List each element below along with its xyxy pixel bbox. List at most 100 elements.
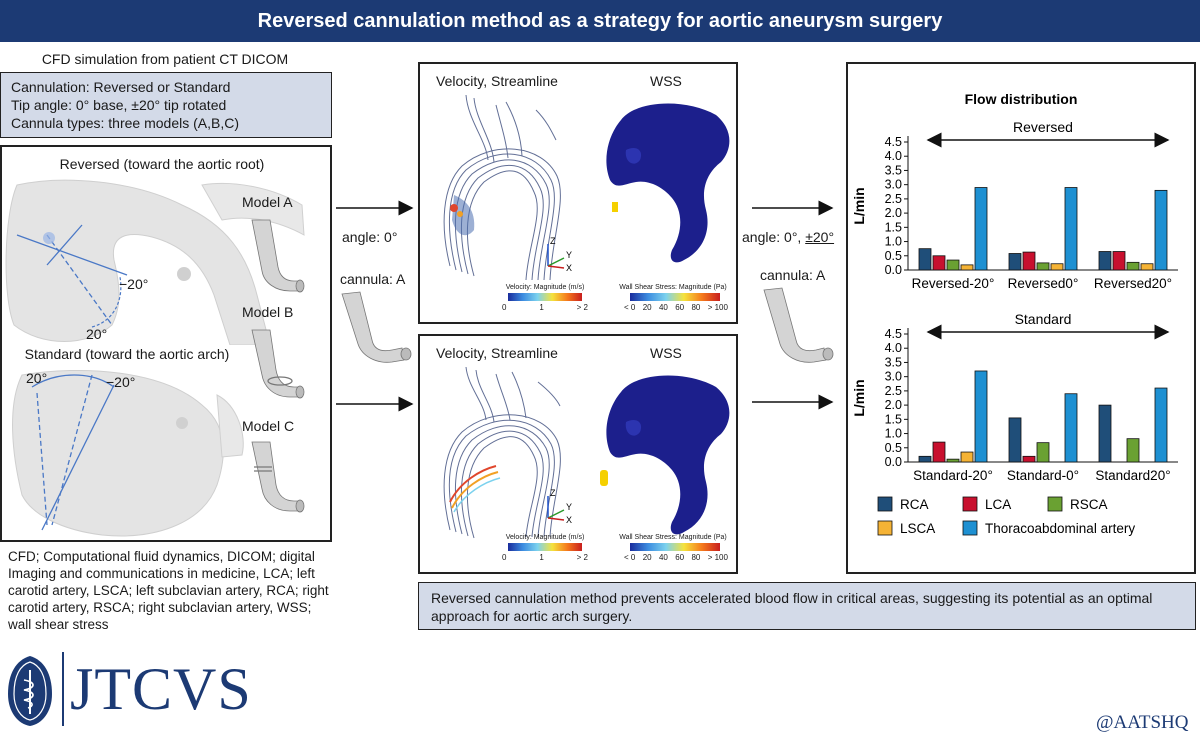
y-tick-label: 3.5 (885, 355, 902, 369)
bar-thoracoabdominal-artery (1154, 387, 1168, 463)
wss-tick: 60 (675, 303, 685, 312)
x-category-label: Reversed20° (1094, 276, 1172, 291)
wss-tick: < 0 (624, 553, 636, 562)
reversed-aorta-image (5, 179, 305, 345)
bar-lsca (960, 264, 974, 271)
flow-distribution-chart: Flow distributionReversed0.00.51.01.52.0… (851, 91, 1178, 536)
model-a-label: Model A (242, 194, 293, 210)
velocity-colorbar-bottom (508, 543, 582, 551)
middle-arrows (336, 200, 414, 412)
simulation-panel-reversed: Velocity, Streamline WSS Z Y X Velocity:… (418, 62, 738, 324)
velocity-ticks-bottom: 0 1 > 2 (502, 553, 588, 562)
bar-rsca (1036, 442, 1050, 463)
x-category-label: Reversed0° (1008, 276, 1079, 291)
axis-z-top: Z (550, 236, 556, 246)
param-cannula-types: Cannula types: three models (A,B,C) (11, 115, 239, 131)
wss-tick: 60 (675, 553, 685, 562)
model-a-cannula-image (251, 219, 305, 293)
axes-gizmo-bottom: Z Y X (547, 488, 572, 525)
axis-y-top: Y (566, 250, 572, 260)
model-b-label: Model B (242, 304, 294, 320)
bar-rsca (1036, 262, 1050, 271)
right-arrows (752, 200, 834, 410)
wss-tick: 20 (642, 303, 652, 312)
bar-lca (932, 441, 946, 463)
wss-ticks-top: < 0 20 40 60 80 > 100 (624, 303, 728, 312)
legend-label-rca: RCA (900, 497, 929, 512)
bar-lca (1022, 251, 1036, 271)
axis-z-bottom: Z (550, 488, 556, 498)
right-angle-range: ±20° (805, 229, 835, 245)
y-tick-label: 4.0 (885, 341, 902, 355)
wss-tick: < 0 (624, 303, 636, 312)
legend-swatch-rsca (1047, 496, 1063, 512)
model-c-label: Model C (242, 418, 295, 434)
y-tick-label: 1.0 (885, 235, 902, 249)
cannula-a-image (341, 291, 412, 363)
right-angle-prefix: angle: 0°, (742, 229, 806, 245)
y-tick-label: 0.0 (885, 455, 902, 469)
social-handle: @AATSHQ (1096, 712, 1189, 733)
velocity-tick: > 2 (576, 303, 588, 312)
standard-label: Standard (toward the aortic arch) (24, 346, 230, 362)
right-arrow-label-angle: angle: 0°, ±20° (742, 228, 834, 246)
y-tick-label: 1.5 (885, 412, 902, 426)
velocity-title-top: Velocity, Streamline (436, 73, 558, 89)
y-axis-label-standard: L/min (851, 379, 867, 416)
streamline-image-top (443, 94, 561, 281)
right-cannula-a-image (763, 287, 834, 363)
velocity-scale-title-bottom: Velocity: Magnitude (m/s) (505, 534, 585, 541)
model-b-cannula-image (251, 329, 305, 399)
velocity-colorbar-top (508, 293, 582, 301)
angle-standard-positive: 20° (26, 370, 48, 386)
y-tick-label: 4.5 (885, 135, 902, 149)
y-tick-label: 4.5 (885, 327, 902, 341)
wss-scale-title-top: Wall Shear Stress: Magnitude (Pa) (619, 284, 727, 291)
wss-image-top (606, 103, 730, 263)
bar-thoracoabdominal-artery (1154, 189, 1168, 271)
wss-colorbar-top (630, 293, 720, 301)
flow-distribution-panel: Flow distribution Reversed 0.0 0.5 1.0 1.5 2.0… (846, 62, 1196, 574)
y-tick-label: 0.0 (885, 263, 902, 277)
chart-subtitle-reversed: Reversed (1013, 119, 1073, 135)
legend-swatch-lsca (877, 520, 893, 536)
y-tick-label: 1.5 (885, 220, 902, 234)
x-category-label: Standard20° (1095, 468, 1170, 483)
wss-tick: > 100 (707, 553, 728, 562)
wss-tick: 40 (658, 303, 668, 312)
legend-swatch-lca (962, 496, 978, 512)
logo-divider (62, 652, 64, 726)
bar-rsca (1126, 261, 1140, 271)
reversed-label: Reversed (toward the aortic root) (59, 156, 265, 172)
wss-tick: > 100 (707, 303, 728, 312)
wss-title-bottom: WSS (650, 345, 682, 361)
chart-title: Flow distribution (965, 91, 1078, 107)
velocity-scale-title-top: Velocity: Magnitude (m/s) (505, 284, 585, 291)
y-tick-label: 2.5 (885, 384, 902, 398)
bar-rca (1008, 417, 1022, 463)
model-c-cannula-image (251, 441, 305, 513)
bar-rca (1098, 251, 1112, 271)
velocity-tick: 0 (502, 303, 507, 312)
bar-rsca (946, 458, 960, 463)
x-category-label: Standard-20° (913, 468, 993, 483)
bar-rsca (946, 259, 960, 271)
simulation-panel-standard: Velocity, Streamline WSS Z Y X Velocity:… (418, 334, 738, 574)
param-tip-angle: Tip angle: 0° base, ±20° tip rotated (11, 97, 227, 113)
wss-colorbar-bottom (630, 543, 720, 551)
bar-lca (1022, 455, 1036, 463)
banner-title: Reversed cannulation method as a strateg… (0, 0, 1200, 42)
angle-standard-negative: −20° (106, 374, 136, 390)
bar-thoracoabdominal-artery (974, 187, 988, 271)
streamline-image-bottom (443, 366, 561, 539)
wss-scale-title-bottom: Wall Shear Stress: Magnitude (Pa) (619, 534, 727, 541)
y-tick-label: 2.0 (885, 398, 902, 412)
velocity-tick: 1 (539, 303, 544, 312)
angle-reversed-positive: 20° (86, 326, 108, 342)
bar-lsca (1050, 263, 1064, 271)
wss-image-bottom (600, 375, 730, 535)
bar-lca (932, 255, 946, 271)
y-tick-label: 2.0 (885, 206, 902, 220)
y-tick-label: 4.0 (885, 149, 902, 163)
cannulation-panel: Reversed (toward the aortic root) −20° 2… (0, 145, 332, 542)
